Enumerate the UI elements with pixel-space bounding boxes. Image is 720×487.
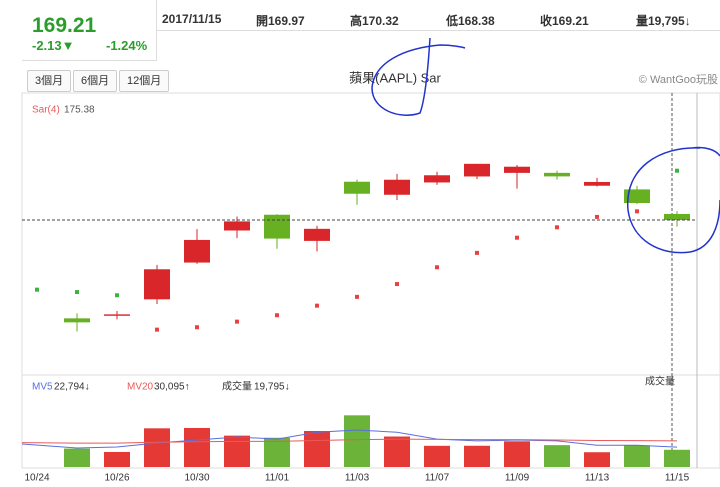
- x-tick-label: 11/13: [585, 473, 610, 484]
- sar-dot: [595, 214, 599, 219]
- sar-dot: [555, 225, 559, 230]
- sar-dot: [115, 293, 119, 298]
- volume-bar: [184, 427, 210, 467]
- volume-bar: [664, 449, 690, 467]
- sar-dot: [75, 290, 79, 295]
- volume-bar: [544, 445, 570, 467]
- candle-body: [64, 318, 90, 323]
- mv20-legend: MV20: [127, 382, 154, 393]
- high: 高170.32: [350, 14, 399, 28]
- sar-dot: [435, 265, 439, 270]
- volume-bar: [304, 430, 330, 467]
- range-button[interactable]: 12個月: [119, 70, 170, 92]
- volume-bar: [424, 445, 450, 467]
- last-price: 169.21: [32, 14, 97, 37]
- credit: © WantGoo玩股: [639, 73, 718, 86]
- candle-body: [344, 181, 370, 194]
- x-tick-label: 11/01: [265, 473, 290, 484]
- volume-bar: [64, 448, 90, 467]
- volume-bar: [464, 445, 490, 467]
- x-tick-label: 11/15: [665, 473, 690, 484]
- mv5-legend-value: 22,794↓: [54, 382, 90, 393]
- volume-bar: [504, 441, 530, 467]
- date: 2017/11/15: [162, 12, 222, 26]
- candle-body: [424, 175, 450, 183]
- volume-bar: [624, 445, 650, 467]
- volume-bar: [104, 451, 130, 467]
- candle-body: [544, 172, 570, 177]
- close: 收169.21: [540, 14, 589, 28]
- volume-axis-title: 成交量: [645, 375, 675, 388]
- candle-body: [584, 181, 610, 186]
- panel-frame: [21, 92, 720, 469]
- candle-body: [384, 179, 410, 195]
- divider: [156, 30, 720, 31]
- sar-legend: Sar(4): [32, 105, 60, 116]
- candle-body: [264, 214, 290, 239]
- range-button[interactable]: 3個月: [27, 70, 72, 92]
- sar-dot: [475, 250, 479, 255]
- sar-dot: [635, 209, 639, 214]
- candle-body: [224, 221, 250, 231]
- volume-bar: [264, 437, 290, 467]
- annotation-circle: [627, 146, 720, 254]
- ma-line: [21, 429, 678, 449]
- candle-body: [664, 213, 690, 221]
- quote-box: 169.21 -2.13▼ -1.24%: [22, 0, 157, 61]
- change-pct: -1.24%: [106, 38, 148, 53]
- sar-dot: [155, 327, 159, 332]
- sar-dot: [515, 235, 519, 240]
- sar-dot: [355, 294, 359, 299]
- mv20-legend-value: 30,095↑: [154, 382, 190, 393]
- candle-body: [304, 228, 330, 241]
- volume-bar: [344, 415, 370, 467]
- volume-legend-value: 19,795↓: [254, 382, 290, 393]
- annotation-circle: [371, 37, 466, 116]
- sar-dot: [315, 303, 319, 308]
- sar-dot: [275, 313, 279, 318]
- x-tick-label: 10/24: [24, 473, 49, 484]
- mv5-legend: MV5: [32, 382, 53, 393]
- candle-body: [464, 163, 490, 177]
- volume-bar: [584, 452, 610, 467]
- candle-body: [104, 314, 130, 316]
- candle-body: [504, 166, 530, 173]
- x-tick-label: 11/07: [425, 473, 450, 484]
- x-tick-label: 10/26: [104, 473, 129, 484]
- ma-line: [21, 438, 678, 444]
- x-tick-label: 10/30: [184, 473, 209, 484]
- x-tick-label: 11/03: [345, 473, 370, 484]
- open: 開169.97: [256, 14, 305, 28]
- candle-body: [184, 239, 210, 263]
- x-tick-label: 11/09: [505, 473, 530, 484]
- volume-bar: [384, 436, 410, 467]
- volume-bar: [224, 435, 250, 467]
- sar-dot: [195, 325, 199, 330]
- range-button[interactable]: 6個月: [73, 70, 118, 92]
- candle-body: [624, 189, 650, 204]
- low: 低168.38: [446, 14, 495, 28]
- volume-bar: [144, 428, 170, 467]
- sar-legend-value: 175.38: [64, 105, 95, 116]
- volume: 量19,795↓: [636, 14, 691, 28]
- sar-dot: [35, 287, 39, 292]
- candle-body: [144, 269, 170, 300]
- chart-title: 蘋果(AAPL) Sar: [349, 70, 441, 85]
- marks: 10/24 10/26 10/30 11/01 11/03 11/07 11/09 11/13…: [21, 163, 697, 484]
- sar-dot: [395, 282, 399, 287]
- sar-dot: [675, 168, 679, 173]
- change: -2.13▼: [32, 38, 75, 53]
- volume-legend: 成交量: [222, 380, 252, 393]
- sar-dot: [235, 319, 239, 324]
